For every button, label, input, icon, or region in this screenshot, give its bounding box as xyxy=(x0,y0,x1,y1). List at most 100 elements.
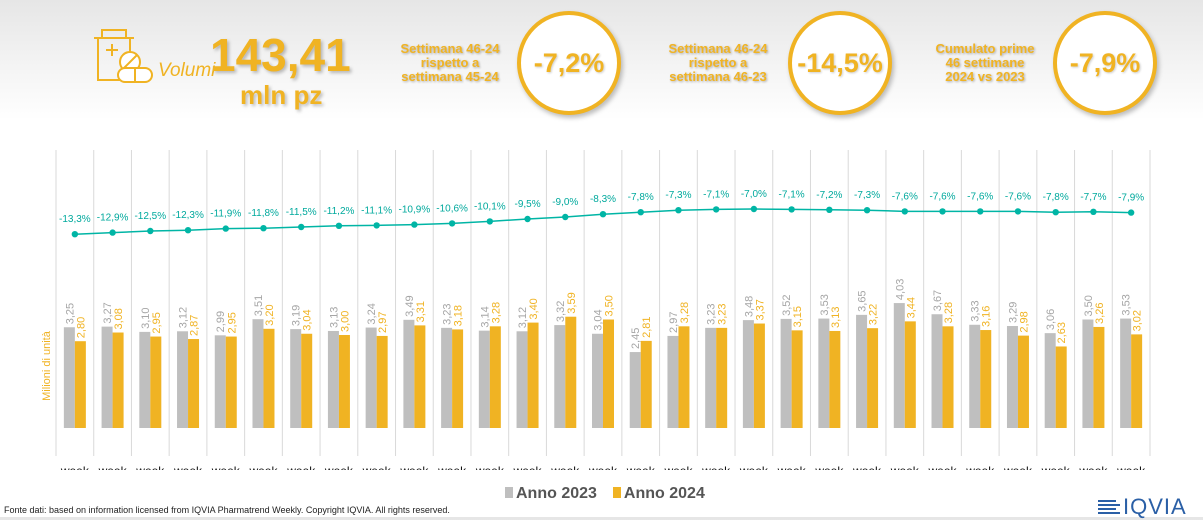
yoy-point xyxy=(1052,209,1059,216)
bar-2023 xyxy=(742,320,754,428)
bar-2024 xyxy=(791,330,803,428)
bar-label-2024: 3,28 xyxy=(943,302,955,323)
x-tick-label: week xyxy=(965,464,995,470)
yoy-point xyxy=(486,218,494,225)
yoy-point xyxy=(788,206,795,213)
bar-2024 xyxy=(1017,335,1029,428)
yoy-label: -13,3% xyxy=(59,214,91,225)
bar-label-2023: 3,48 xyxy=(743,296,755,317)
bar-label-2024: 3,04 xyxy=(302,309,314,330)
yoy-label: -12,9% xyxy=(97,213,129,224)
yoy-label: -7,6% xyxy=(1005,191,1031,202)
x-tick-label: week xyxy=(437,464,467,470)
bar-2023 xyxy=(629,352,641,428)
yoy-label: -9,0% xyxy=(552,197,578,208)
yoy-point xyxy=(222,225,229,232)
x-tick-label: week xyxy=(399,464,429,470)
bar-label-2024: 3,28 xyxy=(679,302,691,323)
bar-label-2024: 3,50 xyxy=(604,295,616,316)
bar-label-2024: 3,15 xyxy=(792,306,804,327)
bar-2023 xyxy=(554,325,566,428)
legend: Anno 2023 Anno 2024 xyxy=(505,485,705,503)
x-tick-label: week xyxy=(852,464,882,470)
bar-label-2023: 3,27 xyxy=(102,302,114,323)
yoy-label: -11,8% xyxy=(248,208,279,219)
iqvia-logo: IQVIA xyxy=(1098,494,1187,520)
bar-label-2024: 3,26 xyxy=(1094,303,1106,324)
bar-label-2024: 3,40 xyxy=(528,298,540,319)
x-tick-label: week xyxy=(928,464,958,470)
x-tick-label: week xyxy=(324,464,354,470)
yoy-point xyxy=(411,221,418,228)
bar-2024 xyxy=(1055,346,1067,428)
kpi-label: Volumi xyxy=(158,60,216,81)
bar-label-2023: 3,10 xyxy=(140,307,152,328)
yoy-point xyxy=(1014,208,1022,215)
legend-label: Anno 2024 xyxy=(623,485,705,502)
bar-2023 xyxy=(478,330,490,428)
yoy-label: -7,6% xyxy=(967,191,993,202)
bar-2023 xyxy=(1120,318,1132,428)
yoy-label: -7,1% xyxy=(703,189,729,200)
bar-label-2023: 3,50 xyxy=(1083,295,1095,316)
yoy-label: -10,6% xyxy=(436,203,468,214)
x-tick-label: week xyxy=(890,464,920,470)
bar-label-2023: 3,19 xyxy=(291,305,303,326)
bar-label-2023: 3,53 xyxy=(1121,294,1133,315)
comparison-line: rispetto a xyxy=(420,55,480,70)
yoy-point xyxy=(637,209,644,216)
bar-label-2023: 3,25 xyxy=(64,303,76,324)
bar-2023 xyxy=(931,314,943,428)
x-tick-label: week xyxy=(173,464,203,470)
bar-2024 xyxy=(527,322,539,428)
bar-2024 xyxy=(74,341,86,428)
bar-label-2024: 3,31 xyxy=(415,301,427,322)
bar-label-2024: 3,23 xyxy=(717,303,729,324)
bar-2023 xyxy=(327,330,339,428)
yoy-label: -7,8% xyxy=(628,192,654,203)
bar-label-2024: 3,20 xyxy=(264,304,276,325)
bar-2023 xyxy=(101,326,113,428)
bar-2023 xyxy=(893,303,905,428)
yoy-point xyxy=(260,225,267,232)
x-tick-label: week xyxy=(286,464,316,470)
bar-2023 xyxy=(592,333,603,428)
bar-label-2023: 3,23 xyxy=(706,303,718,324)
comparison-week-text: Settimana 46-24 rispetto a settimana 45-… xyxy=(380,42,520,84)
comparison-year-circle: -14,5% xyxy=(788,11,892,115)
bar-label-2023: 3,13 xyxy=(328,307,340,328)
x-tick-label: week xyxy=(60,464,90,470)
comparison-line: settimana 45-24 xyxy=(401,69,499,84)
yoy-label: -7,9% xyxy=(1118,193,1144,204)
yoy-point xyxy=(71,231,79,238)
bar-label-2024: 2,81 xyxy=(641,316,653,337)
bar-label-2024: 3,37 xyxy=(754,299,766,320)
yoy-label: -10,9% xyxy=(399,205,431,216)
yoy-point xyxy=(562,213,569,221)
x-tick-label: week xyxy=(588,464,618,470)
yoy-point xyxy=(335,222,343,229)
x-tick-label: week xyxy=(550,464,580,470)
bar-label-2024: 2,87 xyxy=(189,315,201,336)
bar-label-2023: 3,53 xyxy=(819,294,831,315)
medicine-icon xyxy=(94,29,153,83)
bar-label-2024: 2,80 xyxy=(75,317,87,338)
bar-label-2023: 3,67 xyxy=(932,290,944,311)
comparison-line: 2024 vs 2023 xyxy=(945,69,1025,84)
x-tick-label: week xyxy=(814,464,844,470)
x-tick-label: week xyxy=(513,464,543,470)
yoy-point xyxy=(675,207,682,214)
bar-label-2023: 3,12 xyxy=(178,307,190,328)
bar-label-2023: 3,14 xyxy=(479,306,491,327)
bar-label-2024: 3,13 xyxy=(830,307,842,328)
bar-2024 xyxy=(1093,326,1105,428)
bar-label-2024: 3,02 xyxy=(1132,310,1144,331)
x-tick-label: week xyxy=(475,464,505,470)
comparison-week-circle: -7,2% xyxy=(517,11,621,115)
yoy-label: -8,3% xyxy=(590,194,616,205)
bar-2024 xyxy=(452,329,464,428)
bar-2024 xyxy=(867,328,879,428)
bar-2024 xyxy=(716,327,728,428)
bar-2023 xyxy=(214,335,226,428)
x-tick-label: week xyxy=(701,464,731,470)
